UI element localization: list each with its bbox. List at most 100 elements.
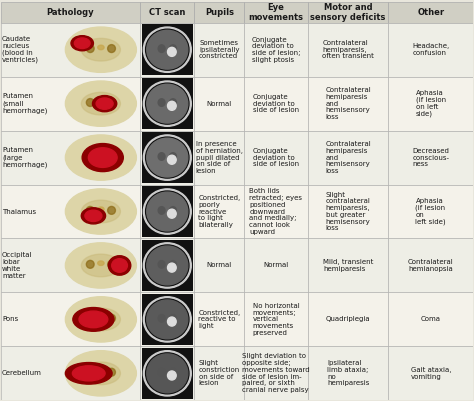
FancyBboxPatch shape	[244, 184, 308, 239]
Text: Slight
constriction
on side of
lesion: Slight constriction on side of lesion	[199, 360, 240, 387]
FancyBboxPatch shape	[0, 346, 140, 400]
Text: Aphasia
(if lesion
on left
side): Aphasia (if lesion on left side)	[416, 90, 446, 117]
FancyBboxPatch shape	[49, 186, 138, 237]
Ellipse shape	[170, 369, 176, 376]
Ellipse shape	[147, 246, 188, 285]
FancyBboxPatch shape	[244, 77, 308, 131]
Ellipse shape	[167, 263, 176, 272]
FancyBboxPatch shape	[308, 184, 388, 239]
Ellipse shape	[65, 27, 137, 72]
Ellipse shape	[86, 45, 94, 53]
FancyBboxPatch shape	[194, 23, 244, 77]
Ellipse shape	[92, 95, 117, 112]
Ellipse shape	[82, 200, 120, 223]
FancyBboxPatch shape	[388, 131, 474, 184]
Text: Pathology: Pathology	[46, 8, 94, 17]
Ellipse shape	[86, 152, 94, 160]
FancyBboxPatch shape	[0, 77, 140, 131]
FancyBboxPatch shape	[142, 132, 193, 183]
Ellipse shape	[85, 210, 102, 221]
Text: Pons: Pons	[2, 316, 18, 322]
Ellipse shape	[82, 362, 120, 385]
Text: Conjugate
deviation to
side of lesion: Conjugate deviation to side of lesion	[253, 148, 299, 167]
Ellipse shape	[143, 351, 191, 396]
Ellipse shape	[158, 45, 165, 53]
FancyBboxPatch shape	[140, 77, 194, 131]
Ellipse shape	[143, 81, 191, 126]
Text: Aphasia
(if lesion
on
left side): Aphasia (if lesion on left side)	[415, 198, 446, 225]
FancyBboxPatch shape	[194, 2, 244, 23]
FancyBboxPatch shape	[142, 240, 193, 291]
Ellipse shape	[73, 366, 105, 381]
FancyBboxPatch shape	[140, 23, 194, 77]
FancyBboxPatch shape	[0, 23, 140, 77]
FancyBboxPatch shape	[0, 184, 140, 239]
Ellipse shape	[65, 363, 112, 384]
FancyBboxPatch shape	[0, 292, 140, 346]
Text: Other: Other	[417, 8, 444, 17]
FancyBboxPatch shape	[308, 77, 388, 131]
Ellipse shape	[98, 99, 104, 103]
FancyBboxPatch shape	[49, 78, 138, 129]
Ellipse shape	[167, 47, 176, 57]
Ellipse shape	[147, 84, 188, 123]
Ellipse shape	[65, 243, 137, 288]
Ellipse shape	[146, 353, 189, 394]
FancyBboxPatch shape	[49, 24, 138, 75]
Ellipse shape	[86, 260, 94, 268]
Text: Slight deviation to
opposite side;
movements toward
side of lesion im-
paired, o: Slight deviation to opposite side; movem…	[242, 353, 310, 393]
Text: Mild, transient
hemiparesis: Mild, transient hemiparesis	[323, 259, 373, 272]
Text: CT scan: CT scan	[149, 8, 185, 17]
FancyBboxPatch shape	[140, 346, 194, 400]
FancyBboxPatch shape	[194, 239, 244, 292]
Ellipse shape	[108, 368, 116, 376]
Text: Sometimes
ipsilaterally
constricted: Sometimes ipsilaterally constricted	[199, 40, 239, 59]
Ellipse shape	[98, 315, 104, 319]
FancyBboxPatch shape	[388, 77, 474, 131]
FancyBboxPatch shape	[49, 348, 138, 399]
Ellipse shape	[98, 45, 104, 50]
FancyBboxPatch shape	[142, 348, 193, 399]
FancyBboxPatch shape	[308, 131, 388, 184]
Ellipse shape	[79, 311, 108, 328]
FancyBboxPatch shape	[0, 2, 140, 23]
FancyBboxPatch shape	[49, 132, 138, 183]
Ellipse shape	[170, 153, 176, 160]
Ellipse shape	[143, 27, 191, 72]
Text: In presence
of herniation,
pupil dilated
on side of
lesion: In presence of herniation, pupil dilated…	[196, 141, 243, 174]
Text: Thalamus: Thalamus	[2, 209, 36, 215]
FancyBboxPatch shape	[140, 2, 194, 23]
Ellipse shape	[86, 99, 94, 107]
Text: Normal: Normal	[264, 263, 289, 268]
Ellipse shape	[88, 148, 117, 167]
FancyBboxPatch shape	[244, 239, 308, 292]
FancyBboxPatch shape	[142, 186, 193, 237]
Text: Decreased
conscious-
ness: Decreased conscious- ness	[412, 148, 449, 167]
FancyBboxPatch shape	[140, 239, 194, 292]
Text: Headache,
confusion: Headache, confusion	[412, 43, 449, 56]
FancyBboxPatch shape	[49, 294, 138, 345]
Ellipse shape	[143, 189, 191, 234]
FancyBboxPatch shape	[0, 131, 140, 184]
Ellipse shape	[82, 144, 123, 172]
Ellipse shape	[86, 207, 94, 215]
Ellipse shape	[98, 369, 104, 373]
Text: Both lids
retracted; eyes
positioned
downward
and medially;
cannot look
upward: Both lids retracted; eyes positioned dow…	[249, 188, 302, 235]
Ellipse shape	[170, 45, 176, 53]
Ellipse shape	[65, 81, 137, 126]
Ellipse shape	[82, 146, 120, 169]
Text: Slight
contralateral
hemiparesis,
but greater
hemisensory
loss: Slight contralateral hemiparesis, but gr…	[326, 192, 371, 231]
FancyBboxPatch shape	[244, 346, 308, 400]
Text: Coma: Coma	[421, 316, 441, 322]
FancyBboxPatch shape	[140, 184, 194, 239]
Ellipse shape	[158, 153, 165, 160]
FancyBboxPatch shape	[388, 292, 474, 346]
Ellipse shape	[112, 259, 128, 272]
FancyBboxPatch shape	[194, 131, 244, 184]
Ellipse shape	[167, 209, 176, 218]
Ellipse shape	[158, 369, 165, 376]
Ellipse shape	[170, 207, 176, 214]
Ellipse shape	[147, 192, 188, 231]
FancyBboxPatch shape	[388, 239, 474, 292]
Ellipse shape	[146, 83, 189, 124]
